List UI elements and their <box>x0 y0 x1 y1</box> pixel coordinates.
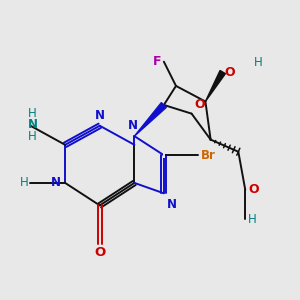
Text: N: N <box>95 109 105 122</box>
Text: Br: Br <box>201 149 216 162</box>
Polygon shape <box>134 103 166 136</box>
Text: N: N <box>51 176 61 189</box>
Text: H: H <box>254 56 263 69</box>
Text: N: N <box>128 119 138 132</box>
Polygon shape <box>206 70 225 101</box>
Text: N: N <box>27 118 38 131</box>
Text: O: O <box>224 66 235 79</box>
Text: N: N <box>167 199 177 212</box>
Text: F: F <box>153 55 161 68</box>
Text: H: H <box>28 106 37 119</box>
Text: O: O <box>194 98 205 111</box>
Text: O: O <box>248 183 259 196</box>
Text: H: H <box>248 213 257 226</box>
Text: O: O <box>94 246 105 259</box>
Text: H: H <box>28 130 37 143</box>
Text: H: H <box>20 176 29 189</box>
